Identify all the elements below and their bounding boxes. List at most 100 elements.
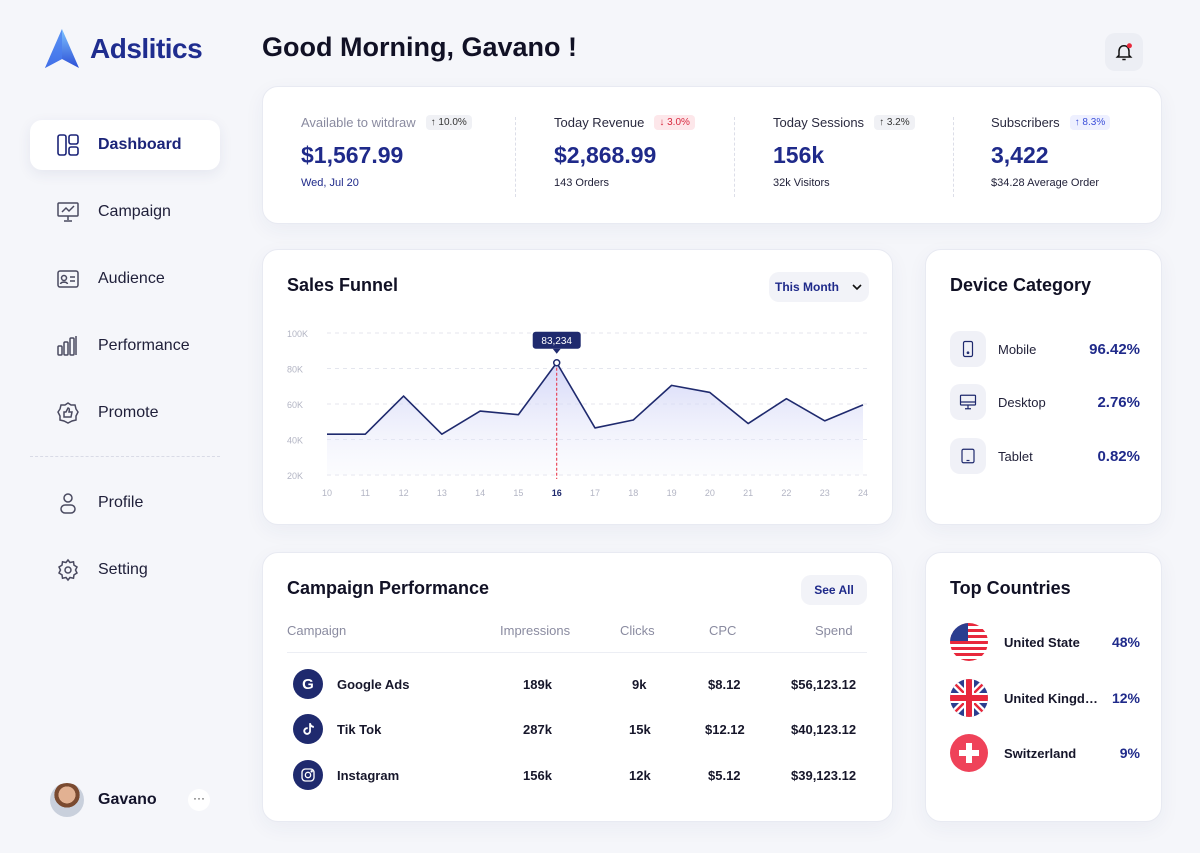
column-header-clicks[interactable]: Clicks [620, 623, 655, 638]
notifications-button[interactable] [1105, 33, 1143, 71]
instagram-icon [293, 760, 323, 790]
divider [287, 652, 867, 653]
change-badge: ↑ 10.0% [425, 115, 472, 130]
sidebar-item-label: Profile [98, 494, 144, 511]
sidebar-divider [30, 456, 220, 457]
table-row[interactable]: Instagram 156k 12k $5.12 $39,123.12 [293, 760, 863, 790]
change-badge: ↑ 3.2% [874, 115, 915, 130]
stats-card: Available to witdraw ↑ 10.0% $1,567.99 We… [262, 86, 1162, 224]
cpc-cell: $12.12 [705, 722, 745, 737]
clicks-cell: 12k [629, 768, 651, 783]
sidebar-item-label: Campaign [98, 203, 171, 220]
stat-sub: 32k Visitors [773, 177, 830, 189]
bar-chart-icon [57, 336, 77, 356]
device-value: 2.76% [1097, 393, 1140, 411]
country-value: 48% [1111, 634, 1140, 650]
stat-label: Today Sessions [773, 115, 865, 130]
user-profile[interactable]: Gavano ··· [50, 783, 210, 817]
stat-value: $1,567.99 [301, 142, 404, 168]
change-badge: ↓ 3.0% [654, 115, 695, 130]
sidebar-item-promote[interactable]: Promote [30, 388, 220, 438]
clicks-cell: 15k [629, 722, 651, 737]
tooltip-arrow [552, 348, 561, 354]
stat-label: Available to witdraw [301, 115, 416, 130]
y-tick-label: 100K [287, 329, 308, 339]
x-tick-label: 12 [399, 488, 409, 498]
brand-logo[interactable]: Adslitics [44, 28, 203, 70]
highlight-point [552, 359, 561, 367]
stat-revenue: Today Revenue ↓ 3.0% $2,868.99 143 Orders [554, 115, 695, 189]
column-header-cpc[interactable]: CPC [709, 623, 737, 638]
campaign-name: Tik Tok [337, 722, 382, 737]
sidebar-item-dashboard[interactable]: Dashboard [30, 120, 220, 170]
period-dropdown[interactable]: This Month [769, 272, 869, 302]
stat-sub: 143 Orders [554, 177, 610, 189]
x-tick-label: 24 [858, 488, 868, 498]
sidebar-item-performance[interactable]: Performance [30, 321, 220, 371]
bell-icon [1115, 43, 1133, 61]
tooltip-box [532, 331, 581, 349]
country-row[interactable]: Switzerland 9% [950, 734, 1140, 772]
tooltip-label: 83,234 [541, 336, 572, 347]
card-title: Sales Funnel [287, 275, 399, 295]
x-tick-label: 17 [590, 488, 600, 498]
gear-icon [58, 558, 78, 582]
sales-funnel-card: Sales Funnel This Month 100K 80K 60K 40K 20K… [262, 249, 893, 525]
card-title: Top Countries [950, 578, 1071, 598]
clicks-cell: 9k [632, 677, 647, 692]
sidebar-item-profile[interactable]: Profile [30, 478, 220, 528]
stat-subscribers: Subscribers ↑ 8.3% 3,422 $34.28 Average O… [991, 115, 1111, 189]
desktop-icon [950, 384, 986, 420]
cpc-cell: $8.12 [708, 677, 741, 692]
sidebar-item-label: Promote [98, 404, 159, 421]
cpc-cell: $5.12 [708, 768, 741, 783]
device-label: Mobile [998, 341, 1037, 357]
device-row-desktop: Desktop 2.76% [950, 384, 1140, 420]
sales-funnel-chart: 100K 80K 60K 40K 20K 10 11 12 13 14 15 16 17 18 19 20 21… [287, 329, 869, 498]
country-name: Switzerland [1004, 745, 1077, 761]
sidebar-item-audience[interactable]: Audience [30, 254, 220, 304]
sidebar-item-label: Dashboard [98, 136, 182, 153]
stat-label: Today Revenue [554, 115, 645, 130]
stat-value: 156k [773, 142, 825, 168]
device-value: 96.42% [1089, 340, 1140, 358]
stat-available: Available to witdraw ↑ 10.0% $1,567.99 We… [301, 115, 472, 189]
device-row-tablet: Tablet 0.82% [950, 438, 1140, 474]
table-row[interactable]: G Google Ads 189k 9k $8.12 $56,123.12 [293, 669, 863, 699]
mobile-icon [950, 331, 986, 367]
x-tick-label: 23 [820, 488, 830, 498]
x-tick-label: 11 [361, 488, 370, 498]
card-title: Campaign Performance [287, 578, 490, 598]
stat-sessions: Today Sessions ↑ 3.2% 156k 32k Visitors [773, 115, 915, 189]
dashboard-icon [57, 134, 79, 156]
column-header-spend[interactable]: Spend [815, 623, 853, 638]
see-all-button[interactable]: See All [801, 575, 867, 605]
column-header-campaign[interactable]: Campaign [287, 623, 347, 638]
sidebar-item-campaign[interactable]: Campaign [30, 187, 220, 237]
campaign-name: Instagram [337, 768, 400, 783]
device-category-card: Device Category Mobile 96.42% Desktop 2.… [925, 249, 1162, 525]
id-card-icon [57, 270, 79, 288]
sidebar-item-setting[interactable]: Setting [30, 545, 220, 595]
x-tick-label: 16 [552, 488, 562, 498]
device-value: 0.82% [1097, 447, 1140, 465]
change-badge: ↑ 8.3% [1069, 115, 1111, 130]
x-tick-label: 15 [513, 488, 523, 498]
sidebar-item-label: Setting [98, 561, 148, 578]
country-name: United State [1004, 634, 1080, 650]
avatar [50, 783, 84, 817]
country-name: United Kingdom [1004, 690, 1099, 706]
device-row-mobile: Mobile 96.42% [950, 331, 1140, 367]
tiktok-icon [293, 714, 323, 744]
spend-cell: $39,123.12 [791, 768, 857, 783]
y-tick-label: 20K [287, 471, 303, 481]
column-header-impressions[interactable]: Impressions [500, 623, 571, 638]
divider [953, 117, 954, 197]
stat-label: Subscribers [991, 115, 1060, 130]
more-options-button[interactable]: ··· [188, 789, 210, 811]
country-row[interactable]: United Kingdom 12% [950, 679, 1140, 717]
us-flag-icon [950, 623, 988, 661]
country-row[interactable]: United State 48% [950, 623, 1140, 661]
table-row[interactable]: Tik Tok 287k 15k $12.12 $40,123.12 [293, 714, 863, 744]
x-tick-label: 21 [743, 488, 753, 498]
